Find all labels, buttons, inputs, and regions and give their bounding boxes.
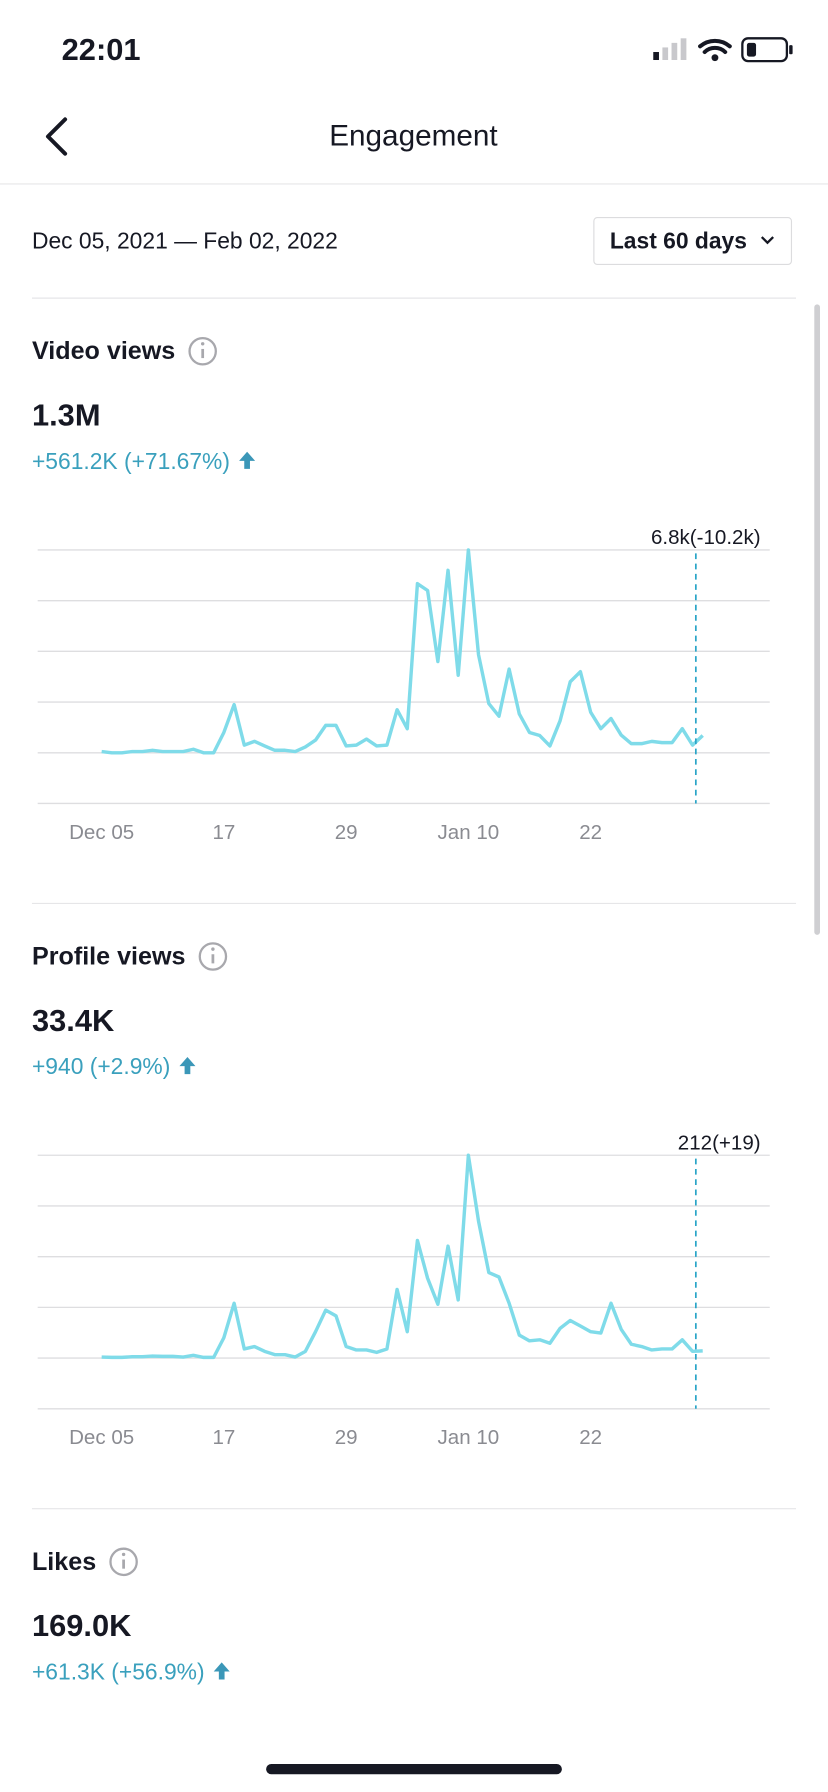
line-series xyxy=(101,1153,703,1360)
x-tick-label: 29 xyxy=(335,821,358,844)
metric-change: +561.2K (+71.67%) xyxy=(32,448,230,474)
date-range: Dec 05, 2021 — Feb 02, 2022 xyxy=(32,227,338,253)
x-tick-label: Dec 05 xyxy=(69,1426,134,1449)
x-tick-label: Jan 10 xyxy=(438,1426,500,1449)
info-icon xyxy=(200,342,205,346)
scrollbar xyxy=(814,304,821,935)
trend-arrow xyxy=(213,1662,230,1680)
x-tick-label: Dec 05 xyxy=(69,821,134,844)
back-button[interactable] xyxy=(45,117,68,156)
range-selector[interactable]: Last 60 days xyxy=(593,217,793,266)
metric-title: Video views xyxy=(32,337,175,365)
status-icons xyxy=(653,37,793,63)
info-icon xyxy=(211,947,215,951)
status-time: 22:01 xyxy=(62,32,141,67)
trend-arrow xyxy=(239,451,256,469)
x-tick-label: 29 xyxy=(335,1426,358,1449)
metric-title: Profile views xyxy=(32,943,186,971)
info-icon xyxy=(121,1552,126,1557)
cursor-annotation: 6.8k(-10.2k) xyxy=(651,526,761,549)
metric-title: Likes xyxy=(32,1548,96,1576)
x-tick-label: 22 xyxy=(579,821,602,844)
header-title: Engagement xyxy=(329,120,498,153)
metric-change: +940 (+2.9%) xyxy=(32,1053,170,1079)
x-tick-label: 17 xyxy=(212,1426,235,1449)
x-tick-label: Jan 10 xyxy=(438,821,500,844)
info-icon xyxy=(188,336,217,366)
metric-total: 169.0K xyxy=(32,1608,131,1643)
metric-change: +61.3K (+56.9%) xyxy=(32,1658,205,1684)
cursor-annotation: 212(+19) xyxy=(678,1132,761,1155)
info-icon xyxy=(198,942,228,971)
info-icon xyxy=(109,1547,138,1577)
range-selector-label[interactable]: Last 60 days xyxy=(610,227,747,253)
trend-arrow xyxy=(179,1057,196,1075)
metric-total: 1.3M xyxy=(32,397,101,432)
x-tick-label: 22 xyxy=(579,1426,602,1449)
metric-total: 33.4K xyxy=(32,1003,114,1038)
line-series xyxy=(101,548,704,755)
home-indicator xyxy=(266,1763,562,1775)
x-tick-label: 17 xyxy=(212,821,235,844)
